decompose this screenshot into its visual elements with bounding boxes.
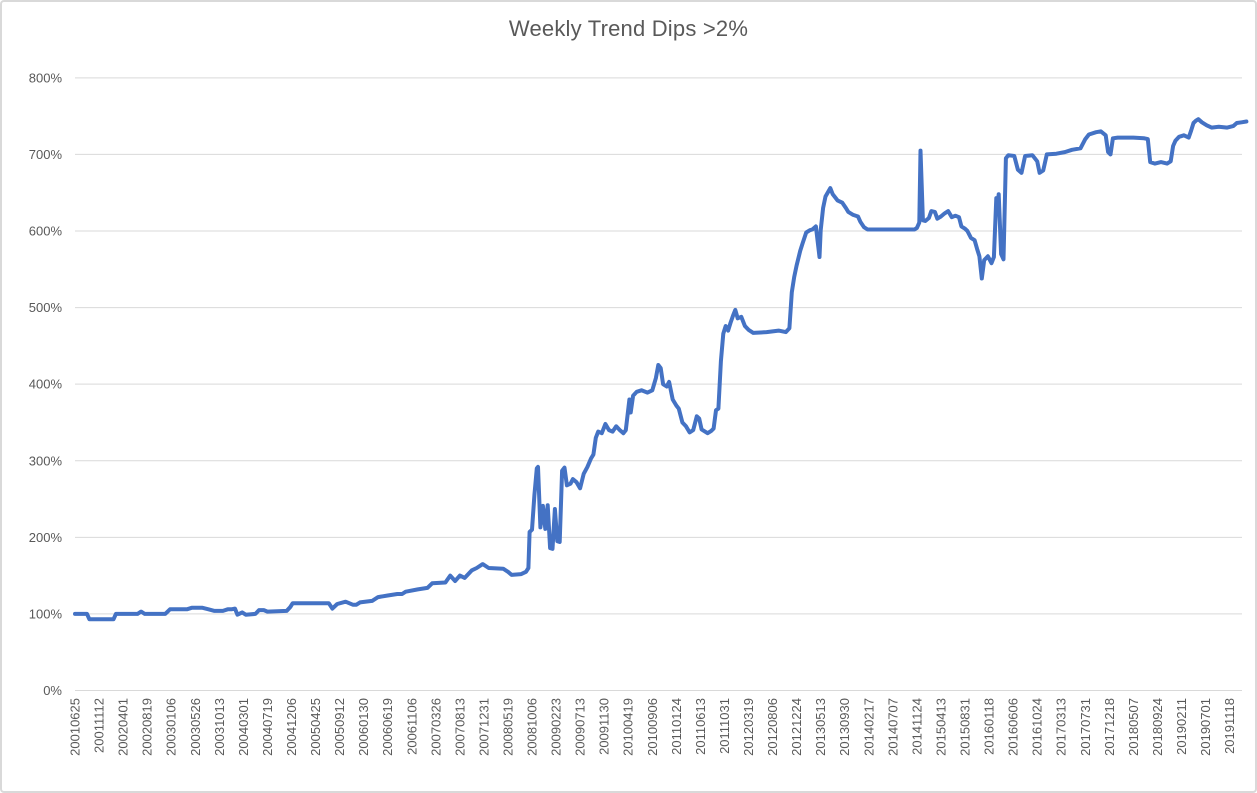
x-tick-label: 20100906 [645,698,660,756]
x-tick-label: 20060130 [356,698,371,756]
x-tick-label: 20150413 [933,698,948,756]
x-tick-label: 20011112 [92,698,107,753]
x-tick-label: 20050912 [332,698,347,756]
y-tick-label: 100% [29,606,63,621]
x-tick-label: 20080519 [500,698,515,756]
gridlines [75,77,1242,691]
x-tick-label: 20140217 [861,698,876,756]
x-tick-label: 20090713 [573,698,588,756]
x-tick-label: 20170313 [1054,698,1069,756]
x-tick-label: 20061106 [404,698,419,755]
x-tick-label: 20180507 [1126,698,1141,756]
x-tick-label: 20161024 [1030,698,1045,756]
x-tick-label: 20071231 [476,698,491,756]
x-tick-label: 20121224 [789,698,804,756]
x-tick-label: 20191118 [1222,698,1237,754]
y-tick-label: 600% [29,224,63,239]
y-tick-label: 0% [43,683,62,698]
y-tick-label: 500% [29,300,63,315]
x-tick-label: 20030106 [164,698,179,756]
x-tick-label: 20050425 [308,698,323,756]
x-tick-label: 20190701 [1198,698,1213,756]
x-tick-label: 20040719 [260,698,275,756]
x-tick-label: 20040301 [236,698,251,756]
x-tick-label: 20031013 [212,698,227,756]
y-tick-label: 300% [29,453,63,468]
x-tick-label: 20120319 [741,698,756,756]
y-tick-label: 400% [29,377,63,392]
x-tick-label: 20020401 [116,698,131,756]
x-tick-label: 20160606 [1006,698,1021,756]
x-tick-label: 20110124 [669,698,684,755]
x-tick-label: 20120806 [765,698,780,756]
y-axis-labels: 0% 100% 200% 300% 400% 500% 600% 700% 800% [29,70,63,698]
x-tick-label: 20010625 [68,698,83,756]
chart-title: Weekly Trend Dips >2% [508,16,749,41]
x-tick-label: 20100419 [621,698,636,756]
x-tick-label: 20070813 [452,698,467,756]
x-tick-label: 20150831 [958,698,973,756]
x-tick-label: 20130513 [813,698,828,756]
y-tick-label: 200% [29,530,63,545]
x-tick-label: 20091130 [597,698,612,755]
x-tick-label: 20171218 [1102,698,1117,756]
x-tick-label: 20041206 [284,698,299,756]
x-tick-label: 20130930 [837,698,852,756]
y-tick-label: 700% [29,147,63,162]
x-tick-label: 20111031 [717,698,732,754]
x-axis-labels: 20010625 20011112 20020401 20020819 20030106… [68,698,1238,756]
x-tick-label: 20081006 [525,698,540,756]
x-tick-label: 20140707 [885,698,900,756]
x-tick-label: 20190211 [1174,698,1189,755]
x-tick-label: 20020819 [140,698,155,756]
y-tick-label: 800% [29,70,63,85]
data-series-line [73,117,1249,622]
x-tick-label: 20141124 [909,698,924,755]
x-tick-label: 20070326 [428,698,443,756]
x-tick-label: 20180924 [1150,698,1165,756]
x-tick-label: 20090223 [549,698,564,756]
x-tick-label: 20170731 [1078,698,1093,756]
x-tick-label: 20160118 [982,698,997,755]
x-tick-label: 20060619 [380,698,395,756]
x-tick-label: 20110613 [693,698,708,755]
x-tick-label: 20030526 [188,698,203,756]
